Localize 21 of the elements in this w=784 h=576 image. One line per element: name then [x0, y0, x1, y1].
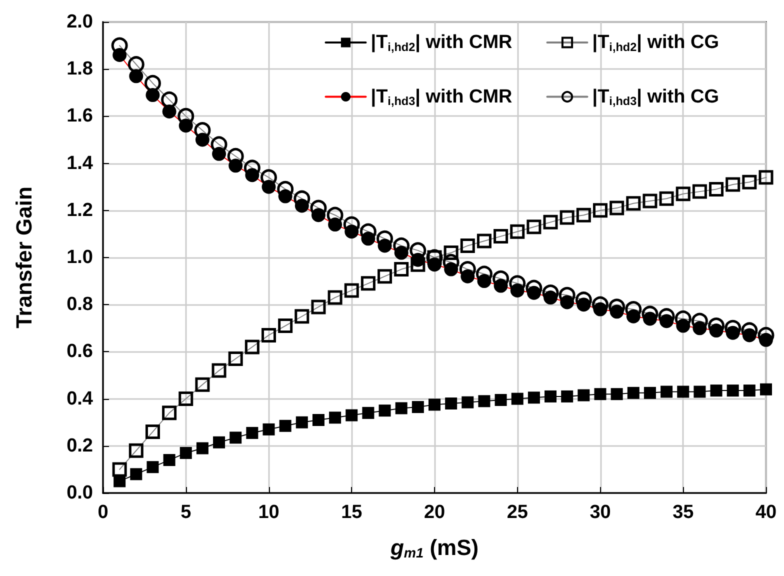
y-tick-label: 1.6: [66, 106, 93, 127]
x-tick-label: 15: [341, 502, 363, 523]
x-tick-label: 10: [258, 502, 280, 523]
y-tick-label: 0.8: [66, 294, 93, 316]
x-tick-label: 40: [755, 502, 777, 523]
y-tick-label: 2.0: [66, 12, 93, 32]
y-tick-label: 0.2: [66, 435, 93, 456]
y-axis-title: Transfer Gain: [12, 186, 36, 328]
y-tick-label: 1.0: [66, 247, 93, 268]
x-tick-label: 25: [506, 502, 528, 523]
x-tick-label: 30: [590, 502, 611, 523]
y-tick-label: 1.4: [66, 152, 94, 174]
y-tick-label: 0.6: [66, 341, 93, 362]
x-tick-label: 5: [180, 502, 192, 523]
y-tick-label: 0.4: [66, 388, 94, 410]
y-tick-label: 0.0: [66, 482, 93, 504]
y-tick-label: 1.8: [66, 58, 93, 80]
x-tick-label: 35: [672, 502, 694, 523]
x-tick-label: 20: [424, 502, 446, 523]
x-tick-label: 0: [98, 502, 108, 523]
y-tick-label: 1.2: [66, 200, 93, 221]
